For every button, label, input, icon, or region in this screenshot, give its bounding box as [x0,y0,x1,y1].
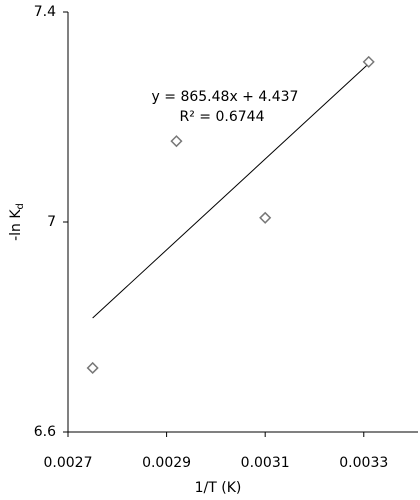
y-axis-label-sub: d [15,203,26,209]
data-point [362,55,375,68]
x-tick-label: 0.0031 [241,455,290,471]
data-point [170,135,183,148]
y-axis-label-main: -ln K [8,209,24,241]
y-tick-label: 6.6 [34,424,56,440]
x-tick-label: 0.0027 [44,455,93,471]
y-tick-label: 7.4 [34,4,56,20]
data-point [259,211,272,224]
y-tick-label: 7 [47,214,56,230]
trend-equation: y = 865.48x + 4.437 [152,89,299,105]
x-tick-label: 0.0029 [142,455,191,471]
x-axis-label: 1/T (K) [195,480,242,496]
data-point [86,361,99,375]
trendline [92,63,370,319]
trend-r2: R² = 0.6744 [180,109,265,125]
x-tick-label: 0.0033 [339,455,388,471]
y-axis-label: -ln Kd [8,203,26,241]
